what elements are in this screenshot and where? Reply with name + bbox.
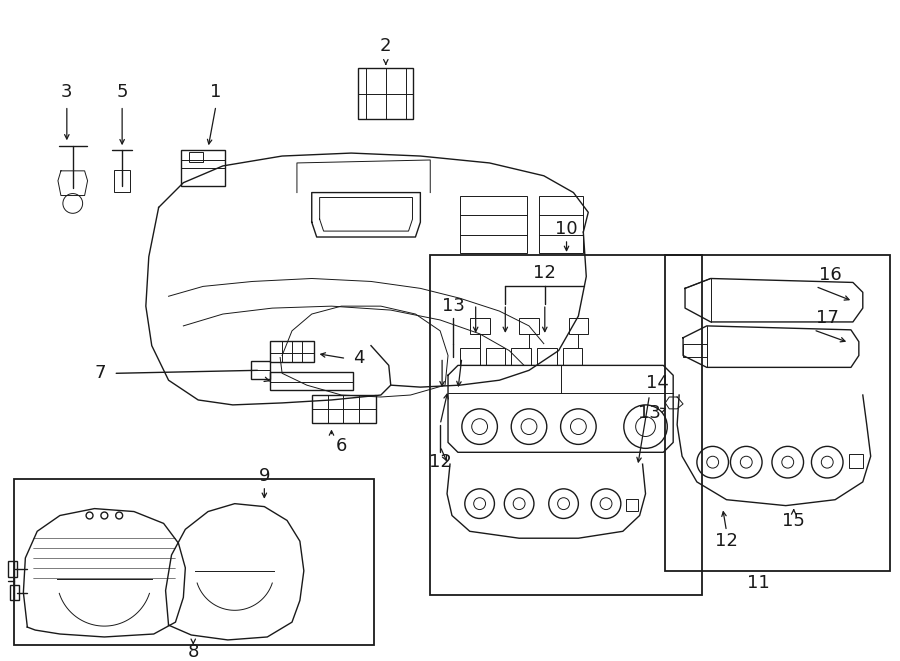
Bar	[14, 479, 374, 645]
Bar	[562, 348, 582, 366]
Text: 10: 10	[555, 220, 578, 238]
Text: 16: 16	[819, 266, 842, 284]
Bar	[270, 340, 314, 362]
Text: 8: 8	[187, 642, 199, 661]
Bar	[7, 561, 17, 577]
Bar	[311, 395, 376, 422]
Text: 2: 2	[380, 38, 392, 56]
Text: 12: 12	[428, 453, 452, 471]
Text: 12: 12	[534, 264, 556, 282]
Text: 7: 7	[94, 364, 106, 382]
Text: 17: 17	[815, 309, 839, 327]
Text: 1: 1	[211, 83, 221, 101]
Text: 14: 14	[646, 374, 669, 392]
Bar	[460, 196, 527, 253]
Bar	[665, 254, 890, 571]
Text: 6: 6	[336, 438, 347, 455]
Text: 5: 5	[116, 83, 128, 101]
Bar	[511, 348, 531, 366]
Text: 12: 12	[716, 532, 738, 550]
Text: 13: 13	[442, 297, 464, 315]
Bar	[250, 362, 270, 379]
Bar	[626, 498, 637, 510]
Text: 11: 11	[747, 574, 770, 592]
Bar	[849, 454, 863, 468]
Bar	[486, 348, 505, 366]
Bar	[539, 196, 583, 253]
Bar	[430, 254, 702, 596]
Text: 13: 13	[638, 404, 661, 422]
Bar	[569, 318, 589, 334]
Text: 4: 4	[354, 350, 364, 368]
Bar	[358, 68, 413, 120]
Bar	[537, 348, 557, 366]
Bar	[182, 150, 225, 186]
Bar	[189, 152, 203, 162]
Text: 15: 15	[782, 512, 806, 530]
Bar	[114, 170, 130, 192]
Bar	[460, 348, 480, 366]
Bar	[470, 318, 490, 334]
Bar	[270, 372, 353, 390]
Text: 3: 3	[61, 83, 73, 101]
Bar	[519, 318, 539, 334]
Text: 9: 9	[258, 467, 270, 485]
Bar	[683, 344, 706, 358]
Bar	[10, 584, 20, 600]
